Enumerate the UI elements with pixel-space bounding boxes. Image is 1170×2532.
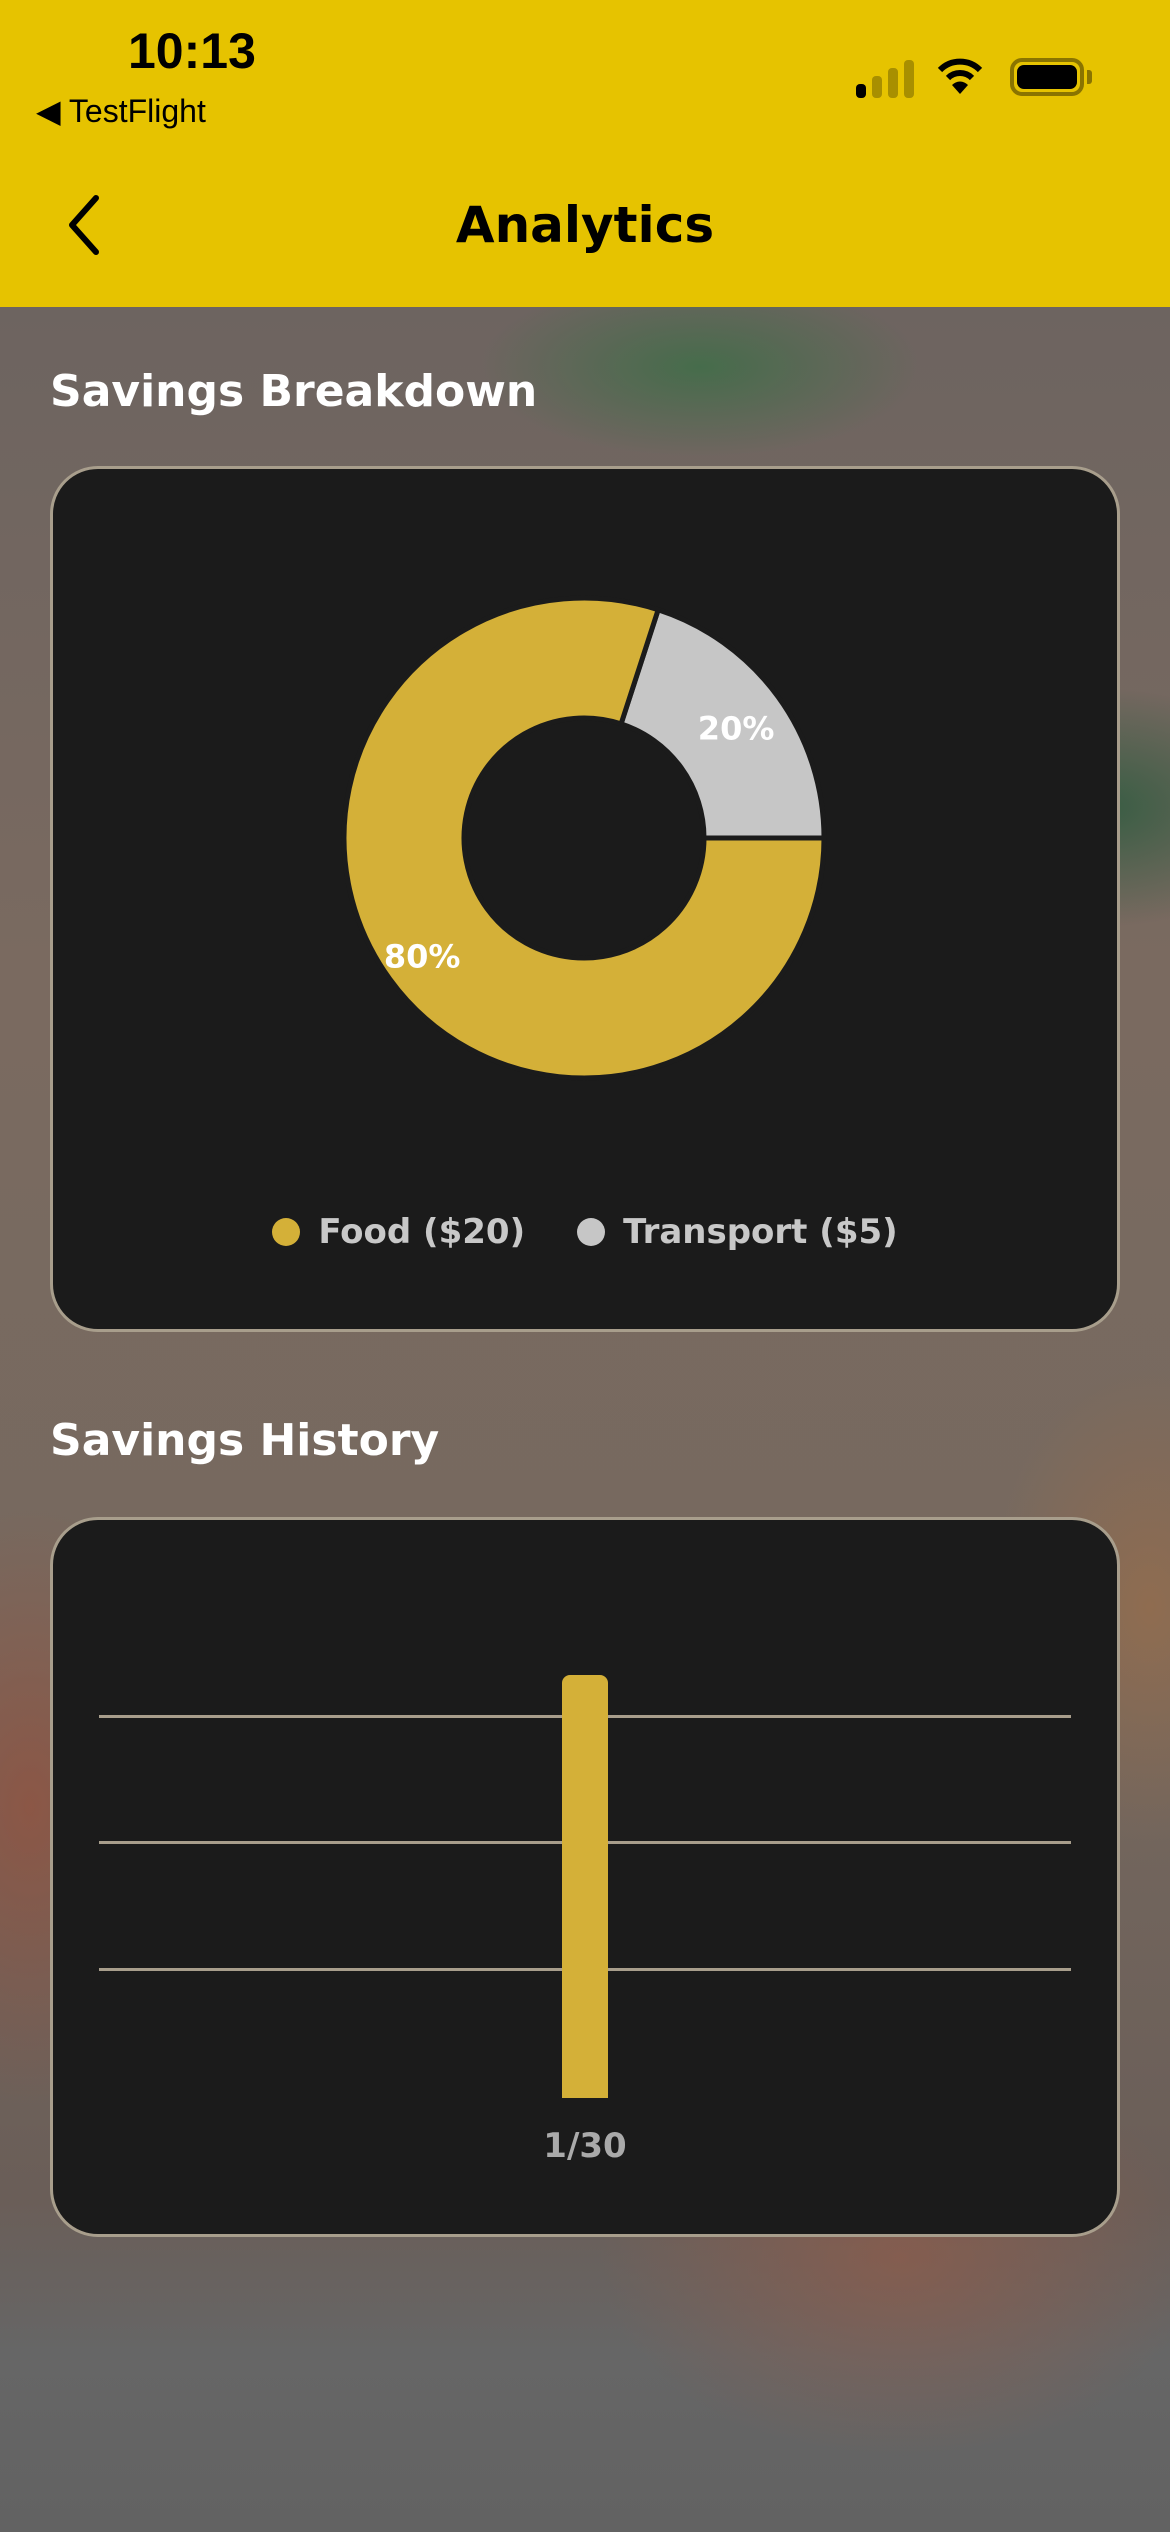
legend-dot bbox=[272, 1218, 301, 1246]
wifi-icon bbox=[936, 56, 984, 106]
header-bar: 10:13 ◀ TestFlight Analytics bbox=[0, 0, 1170, 307]
legend-label: Food ($20) bbox=[318, 1212, 526, 1252]
savings-history-title: Savings History bbox=[50, 1415, 440, 1466]
slice-percent-label: 20% bbox=[698, 709, 775, 747]
bar-1-30 bbox=[562, 1674, 608, 2098]
donut-slice-food bbox=[341, 595, 827, 1081]
legend-dot bbox=[577, 1218, 606, 1246]
donut-chart: 20% 80% bbox=[341, 595, 827, 1081]
battery-tip bbox=[1087, 70, 1092, 84]
legend-item-food: Food ($20) bbox=[272, 1212, 525, 1252]
donut-slice-transport bbox=[617, 606, 827, 841]
chevron-left-icon bbox=[69, 195, 99, 255]
back-button[interactable] bbox=[60, 190, 110, 260]
back-to-app-link[interactable]: ◀ TestFlight bbox=[36, 93, 206, 129]
savings-breakdown-title: Savings Breakdown bbox=[50, 366, 538, 417]
chart-legend: Food ($20) Transport ($5) bbox=[0, 1212, 1170, 1252]
battery-icon bbox=[1010, 58, 1084, 96]
cellular-signal-icon bbox=[856, 58, 916, 98]
back-app-label: TestFlight bbox=[68, 93, 206, 129]
legend-label: Transport ($5) bbox=[623, 1212, 898, 1252]
slice-percent-label: 80% bbox=[384, 938, 461, 976]
x-tick-label: 1/30 bbox=[543, 2126, 627, 2166]
page-title: Analytics bbox=[455, 196, 715, 254]
status-time: 10:13 bbox=[128, 23, 256, 79]
legend-item-transport: Transport ($5) bbox=[577, 1212, 898, 1252]
